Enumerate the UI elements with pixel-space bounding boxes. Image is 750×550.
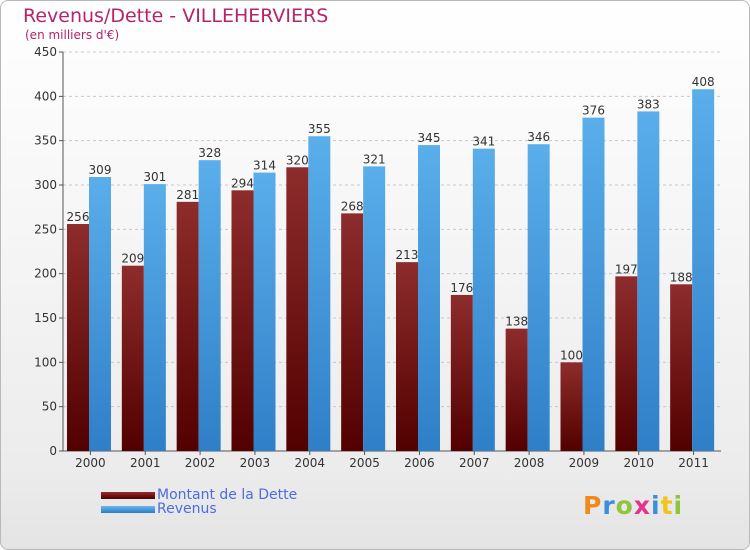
x-tick-label: 2006	[404, 456, 435, 470]
data-label-dette: 188	[670, 270, 693, 284]
data-label-dette: 268	[341, 199, 364, 213]
bar-revenus	[582, 117, 605, 451]
bar-dette	[341, 213, 364, 451]
data-label-revenus: 321	[363, 152, 386, 166]
data-label-dette: 281	[176, 188, 199, 202]
data-label-dette: 197	[615, 262, 638, 276]
data-label-revenus: 383	[637, 97, 660, 111]
bar-dette	[615, 276, 638, 451]
logo-letter: i	[673, 491, 684, 520]
legend-swatch-dette	[101, 491, 155, 499]
data-label-revenus: 345	[418, 131, 441, 145]
y-tick-label: 50	[42, 400, 57, 414]
bar-revenus	[198, 160, 221, 451]
x-tick-label: 2004	[294, 456, 325, 470]
bar-chart: 0 50 100 150 200 250 300 350 400 450 256 309 2000 209…	[34, 45, 721, 470]
data-label-revenus: 314	[253, 159, 276, 173]
bar-dette	[396, 262, 418, 451]
data-label-revenus: 309	[89, 163, 112, 177]
x-tick-label: 2007	[459, 456, 490, 470]
data-label-revenus: 355	[308, 122, 331, 136]
bar-revenus	[472, 148, 495, 451]
chart-title: Revenus/Dette - VILLEHERVIERS	[23, 5, 329, 27]
bar-dette	[176, 201, 199, 451]
bar-revenus	[89, 177, 111, 451]
data-label-dette: 213	[396, 248, 419, 262]
data-label-dette: 209	[121, 252, 144, 266]
bar-revenus	[363, 166, 386, 451]
bar-dette	[560, 362, 583, 451]
logo-letter: x	[633, 491, 651, 520]
chart-subtitle: (en milliers d'€)	[25, 28, 120, 42]
x-tick-label: 2011	[678, 456, 709, 470]
bar-dette	[231, 190, 254, 451]
y-tick-label: 450	[34, 45, 57, 59]
y-tick-label: 100	[34, 355, 57, 369]
data-label-revenus: 376	[582, 104, 605, 118]
bar-dette	[121, 265, 144, 451]
bar-revenus	[253, 172, 276, 451]
x-tick-label: 2001	[130, 456, 161, 470]
bar-revenus	[308, 136, 331, 451]
y-tick-label: 250	[34, 222, 57, 236]
data-label-dette: 100	[560, 348, 583, 362]
bar-revenus	[418, 145, 440, 451]
x-tick-label: 2002	[185, 456, 216, 470]
y-tick-label: 400	[34, 89, 57, 103]
y-tick-label: 300	[34, 178, 57, 192]
data-label-dette: 176	[450, 281, 473, 295]
bar-dette	[670, 284, 693, 451]
bar-revenus	[143, 184, 166, 451]
data-label-revenus: 341	[472, 135, 495, 149]
data-label-dette: 294	[231, 176, 254, 190]
logo-letter: r	[602, 491, 616, 520]
x-tick-label: 2010	[623, 456, 654, 470]
y-tick-label: 150	[34, 311, 57, 325]
y-tick-label: 200	[34, 267, 57, 281]
y-tick-label: 350	[34, 134, 57, 148]
data-label-revenus: 408	[692, 75, 715, 89]
bar-revenus	[637, 111, 660, 451]
legend-swatch-revenus	[101, 505, 155, 513]
x-tick-label: 2000	[75, 456, 106, 470]
data-label-dette: 256	[67, 210, 90, 224]
proxiti-logo: Proxiti	[583, 491, 683, 520]
x-tick-label: 2008	[514, 456, 545, 470]
bar-dette	[505, 328, 528, 451]
data-label-revenus: 346	[527, 130, 550, 144]
logo-letter: P	[583, 491, 603, 520]
legend-label-revenus: Revenus	[157, 501, 217, 517]
bar-dette	[286, 167, 309, 451]
data-label-revenus: 328	[198, 146, 221, 160]
x-tick-label: 2005	[349, 456, 380, 470]
data-label-dette: 320	[286, 153, 309, 167]
x-tick-label: 2003	[240, 456, 271, 470]
bar-revenus	[527, 144, 550, 452]
legend-label-dette: Montant de la Dette	[157, 487, 298, 503]
bar-dette	[67, 224, 89, 451]
logo-letter: o	[615, 491, 634, 520]
legend-item-revenus: Revenus	[101, 501, 217, 517]
x-tick-label: 2009	[569, 456, 600, 470]
logo-letter: i	[651, 491, 661, 520]
data-label-dette: 138	[505, 315, 528, 329]
y-tick-label: 0	[49, 444, 57, 458]
logo-letter: t	[660, 491, 674, 520]
data-label-revenus: 301	[143, 170, 166, 184]
legend-item-dette: Montant de la Dette	[101, 487, 297, 503]
bar-dette	[450, 294, 473, 451]
bar-revenus	[692, 89, 715, 452]
